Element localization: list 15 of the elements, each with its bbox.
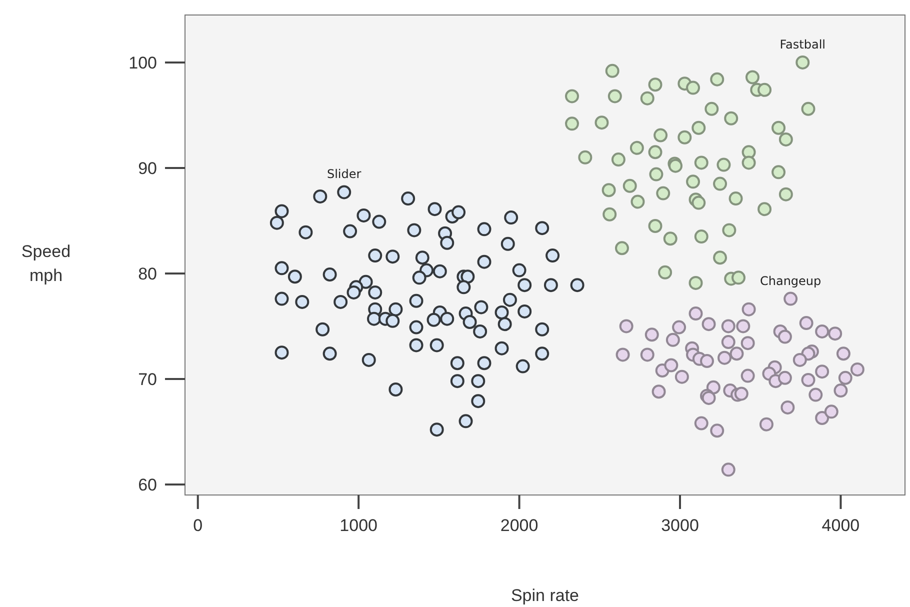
series-label: Slider	[327, 167, 362, 182]
x-tick-label: 2000	[500, 516, 538, 535]
y-tick-label: 70	[138, 370, 157, 389]
x-tick-label: 0	[193, 516, 203, 535]
series-label: Fastball	[780, 37, 826, 52]
x-tick-label: 1000	[340, 516, 378, 535]
y-tick-label: 60	[138, 475, 157, 494]
y-tick-label: 90	[138, 158, 157, 178]
y-tick-label: 100	[128, 53, 157, 72]
y-axis-title: Speed mph	[21, 242, 71, 285]
x-tick-label: 3000	[661, 516, 699, 535]
y-tick-label: 80	[138, 264, 157, 284]
x-axis-title: Spin rate	[510, 586, 580, 605]
x-tick-label: 4000	[822, 516, 860, 535]
series-label: Changeup	[760, 274, 822, 288]
